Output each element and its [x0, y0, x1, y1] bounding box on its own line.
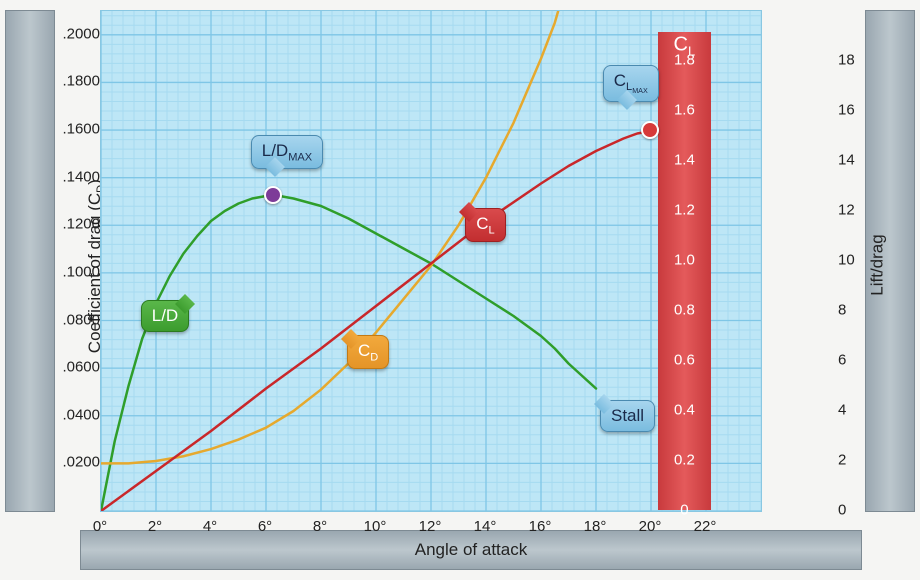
cl-scale-bar: 00.20.40.60.81.01.21.41.61.8CL: [658, 32, 710, 510]
y-right-tick: 10: [838, 252, 862, 269]
y-left-tick: .1200: [56, 216, 100, 233]
x-tick: 12°: [415, 518, 445, 535]
y-left-tick: .0200: [56, 454, 100, 471]
y-right-tick: 16: [838, 102, 862, 119]
x-tick: 6°: [250, 518, 280, 535]
x-tick: 20°: [635, 518, 665, 535]
callout-cd: CD: [347, 335, 389, 369]
y-left-tick: .1600: [56, 121, 100, 138]
cl-scale-tick: 1.0: [658, 252, 710, 269]
y-right-label: Lift/drag: [867, 234, 887, 295]
x-tick: 16°: [525, 518, 555, 535]
left-axis-panel: [5, 10, 55, 512]
cl-scale-tick: 0.4: [658, 402, 710, 419]
y-right-tick: 4: [838, 402, 862, 419]
x-tick: 10°: [360, 518, 390, 535]
callout-cl: CL: [465, 208, 505, 242]
y-right-tick: 0: [838, 502, 862, 519]
x-tick: 14°: [470, 518, 500, 535]
cl-scale-tick: 0: [658, 502, 710, 519]
callout-ld: L/D: [141, 300, 189, 332]
chart-frame: Coefficient of drag (CD) Lift/drag Angle…: [0, 0, 920, 580]
cl-scale-tick: 1.6: [658, 102, 710, 119]
cl-scale-tick: 0.2: [658, 452, 710, 469]
x-tick: 18°: [580, 518, 610, 535]
x-tick: 8°: [305, 518, 335, 535]
cl-scale-tick: 1.4: [658, 152, 710, 169]
x-axis-panel: Angle of attack: [80, 530, 862, 570]
x-tick: 22°: [690, 518, 720, 535]
y-left-tick: .2000: [56, 25, 100, 42]
cl-scale-tick: 1.2: [658, 202, 710, 219]
y-left-tick: .0600: [56, 359, 100, 376]
cl-scale-tick: 0.6: [658, 352, 710, 369]
y-right-tick: 6: [838, 352, 862, 369]
x-tick: 0°: [85, 518, 115, 535]
callout-clmax: CLMAX: [603, 65, 659, 102]
y-left-tick: .0800: [56, 311, 100, 328]
clmax-marker: [641, 121, 659, 139]
y-right-tick: 2: [838, 452, 862, 469]
x-axis-label: Angle of attack: [415, 540, 527, 560]
cl-scale-tick: 0.8: [658, 302, 710, 319]
ldmax-marker: [264, 186, 282, 204]
y-right-tick: 8: [838, 302, 862, 319]
callout-ldmax: L/DMAX: [251, 135, 323, 169]
y-left-tick: .1400: [56, 168, 100, 185]
y-right-tick: 12: [838, 202, 862, 219]
y-left-tick: .0400: [56, 406, 100, 423]
callout-stall: Stall: [600, 400, 655, 432]
cl-scale-title: CL: [658, 34, 710, 59]
y-right-tick: 18: [838, 52, 862, 69]
x-tick: 2°: [140, 518, 170, 535]
y-left-tick: .1000: [56, 263, 100, 280]
y-left-tick: .1800: [56, 73, 100, 90]
x-tick: 4°: [195, 518, 225, 535]
y-right-tick: 14: [838, 152, 862, 169]
